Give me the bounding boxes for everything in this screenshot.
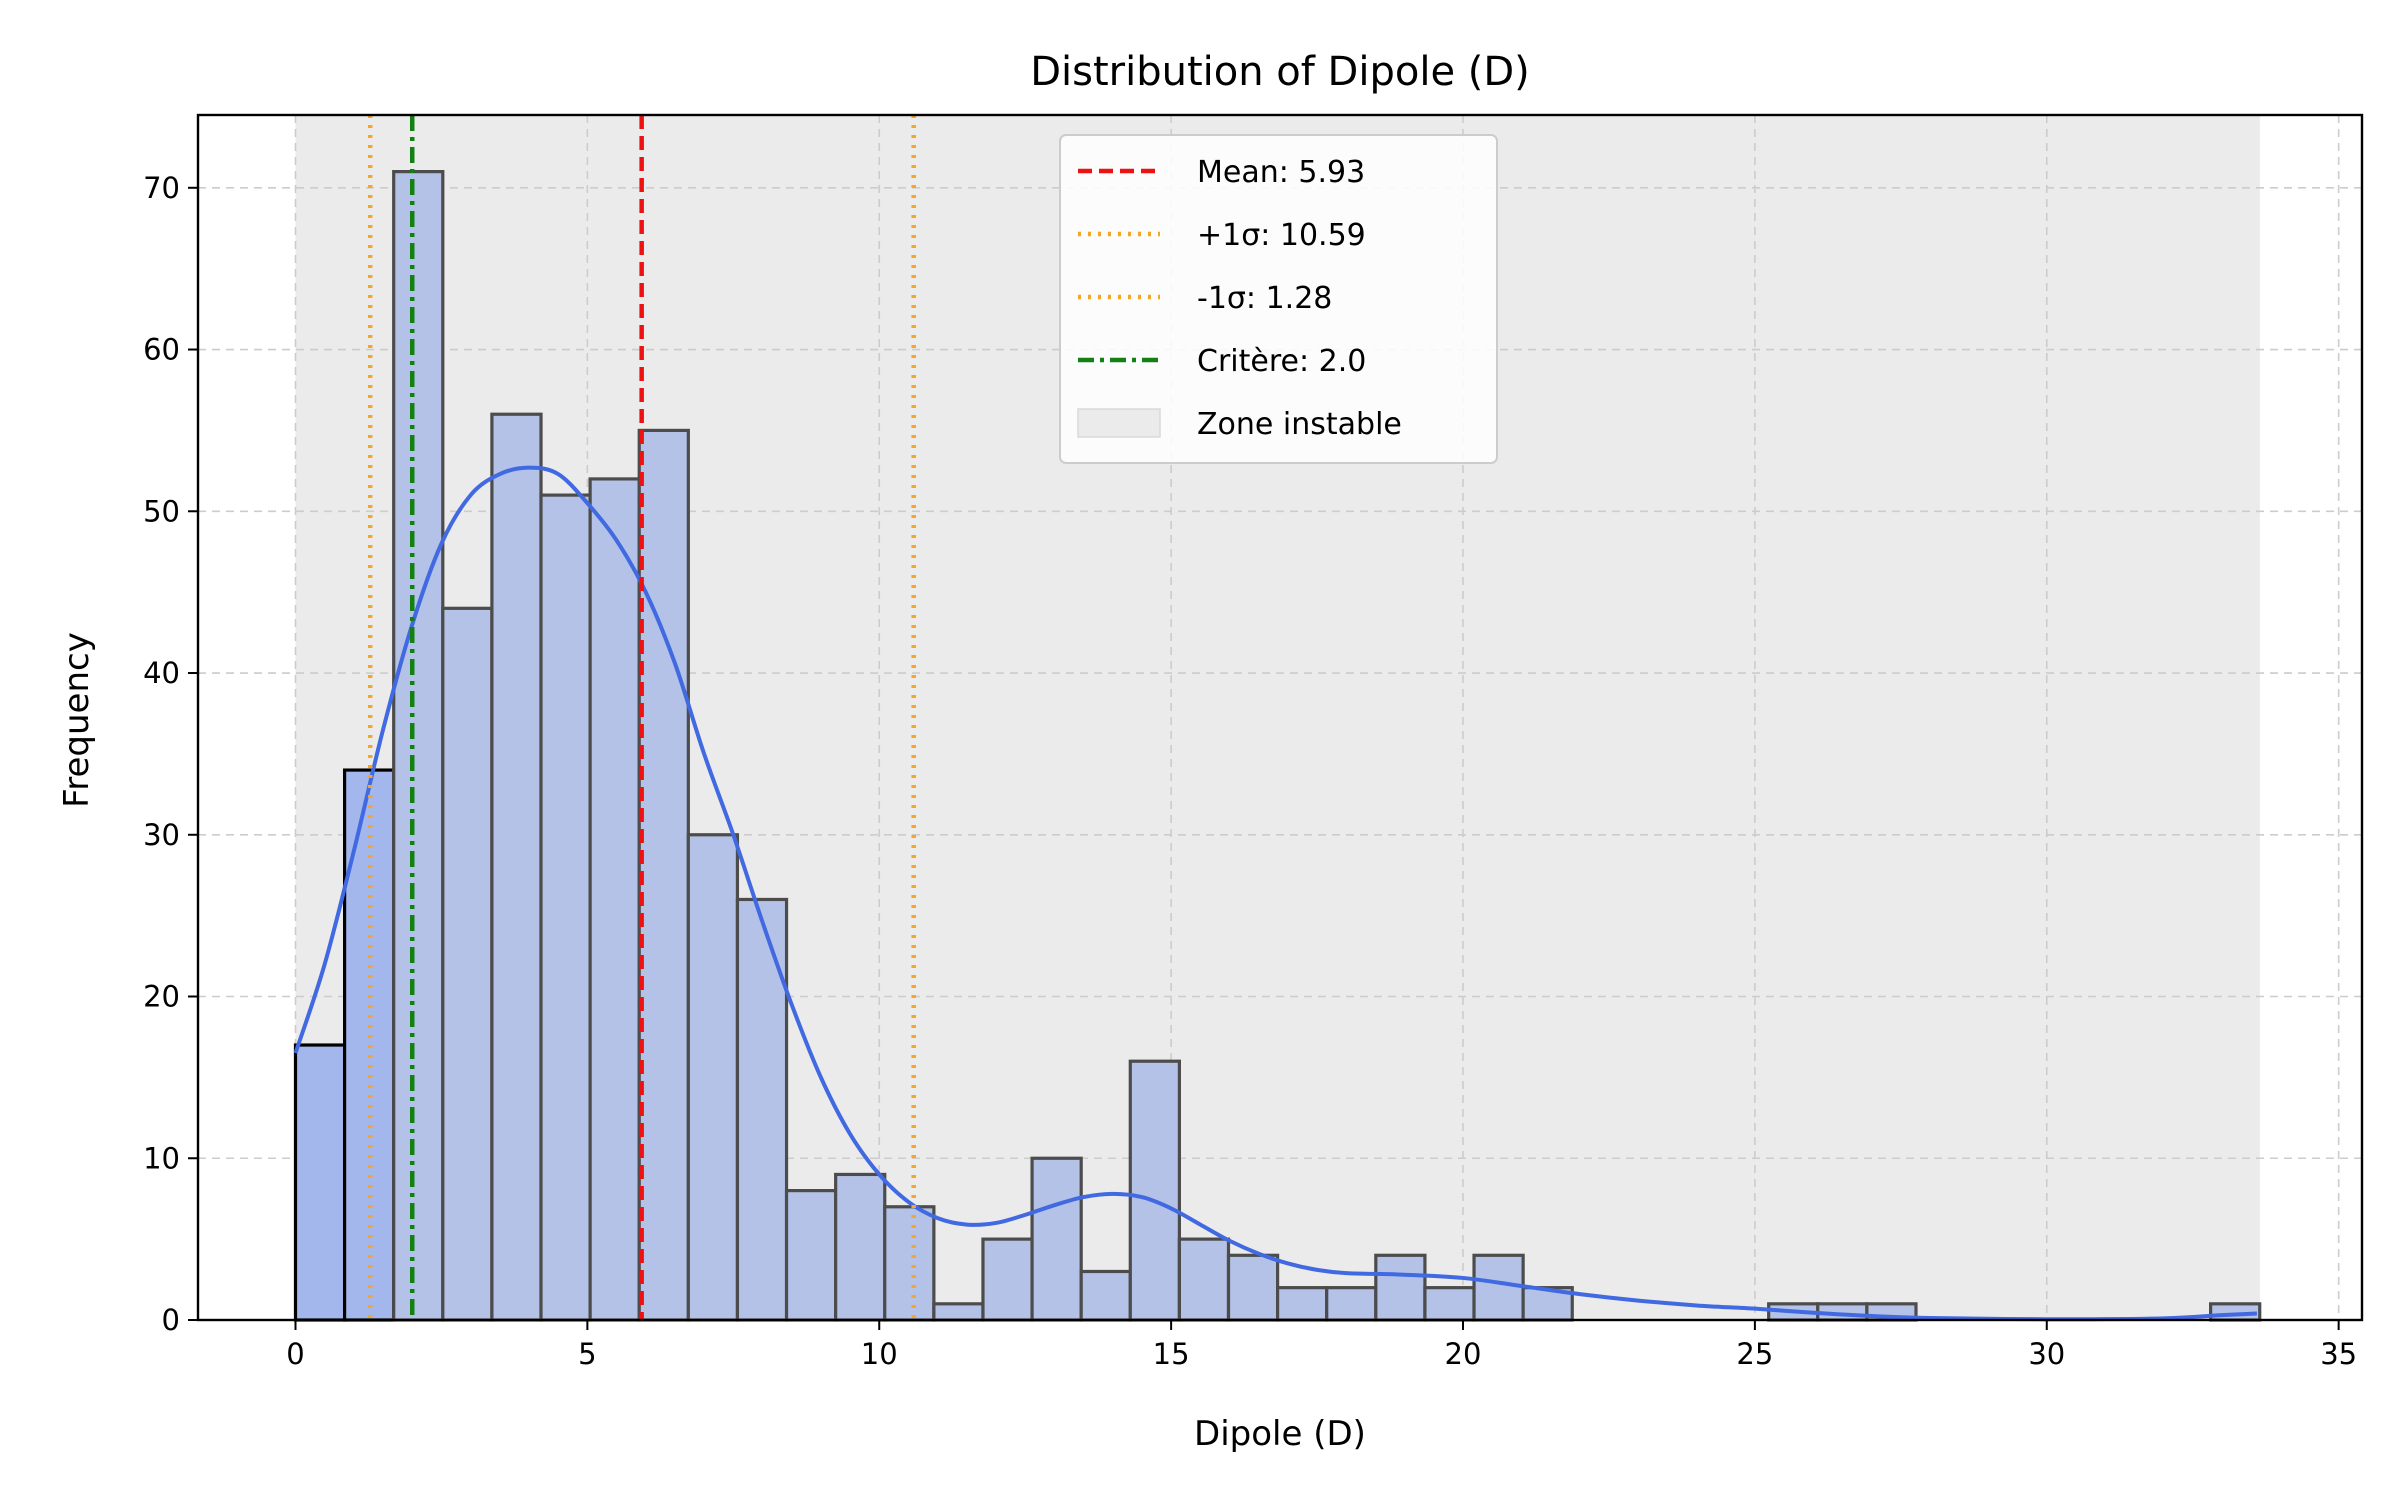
y-tick-label: 30: [143, 818, 180, 852]
chart-title: Distribution of Dipole (D): [1030, 49, 1530, 95]
histogram-bar: [1472, 1253, 1525, 1322]
histogram-bar: [1128, 1059, 1181, 1322]
histogram-bar: [392, 170, 445, 1322]
y-tick-label: 10: [143, 1141, 180, 1175]
legend-entry-label: -1σ: 1.28: [1197, 281, 1332, 316]
kde-curve: [293, 465, 2258, 1322]
y-axis-label: Frequency: [57, 632, 97, 808]
histogram-bar: [1423, 1286, 1476, 1322]
histogram-bar: [1374, 1253, 1427, 1322]
axes-frame: [196, 113, 2364, 1322]
histogram-bar: [637, 428, 690, 1322]
y-tick-label: 40: [143, 656, 180, 690]
histogram-bar: [1030, 1156, 1083, 1322]
legend-entry-label: +1σ: 10.59: [1197, 218, 1366, 253]
histogram-bar: [293, 1043, 347, 1322]
x-tick-label: 25: [1736, 1337, 1773, 1371]
legend-entry-label: Zone instable: [1197, 407, 1402, 442]
x-tick-label: 10: [861, 1337, 898, 1371]
histogram-bar: [883, 1205, 936, 1322]
histogram-bar: [932, 1302, 985, 1322]
x-tick-label: 15: [1153, 1337, 1190, 1371]
histogram-bar: [441, 606, 494, 1322]
legend-entry-label: Mean: 5.93: [1197, 155, 1365, 190]
y-tick-label: 70: [143, 171, 180, 205]
y-tick-label: 0: [162, 1303, 180, 1337]
histogram-bar: [686, 833, 740, 1322]
histogram-bar: [1177, 1237, 1231, 1322]
histogram-bar: [834, 1172, 887, 1322]
y-tick-label: 50: [143, 494, 180, 528]
histogram-bar: [784, 1189, 838, 1322]
legend-swatch: [1077, 408, 1161, 438]
x-tick-label: 20: [1445, 1337, 1482, 1371]
histogram-bar: [981, 1237, 1034, 1322]
histogram-bar: [588, 477, 641, 1322]
y-tick-label: 60: [143, 333, 180, 367]
y-tick-label: 20: [143, 980, 180, 1014]
histogram-bar: [1276, 1286, 1329, 1322]
histogram-bar: [539, 493, 592, 1322]
x-tick-label: 5: [578, 1337, 596, 1371]
histogram-bar: [735, 897, 789, 1322]
x-tick-label: 0: [286, 1337, 304, 1371]
histogram-bar: [490, 412, 543, 1322]
legend-entry-label: Critère: 2.0: [1197, 344, 1366, 379]
x-tick-label: 30: [2028, 1337, 2065, 1371]
histogram-bar: [1325, 1286, 1378, 1322]
legend: Mean: 5.93 +1σ: 10.59 -1σ: 1.28 Critère: 2.…: [1059, 134, 1498, 464]
histogram-bar: [1079, 1269, 1132, 1322]
x-axis-label: Dipole (D): [1194, 1414, 1366, 1454]
x-tick-label: 35: [2320, 1337, 2357, 1371]
histogram-bar: [1226, 1253, 1280, 1322]
legend-box: [1059, 134, 1498, 464]
